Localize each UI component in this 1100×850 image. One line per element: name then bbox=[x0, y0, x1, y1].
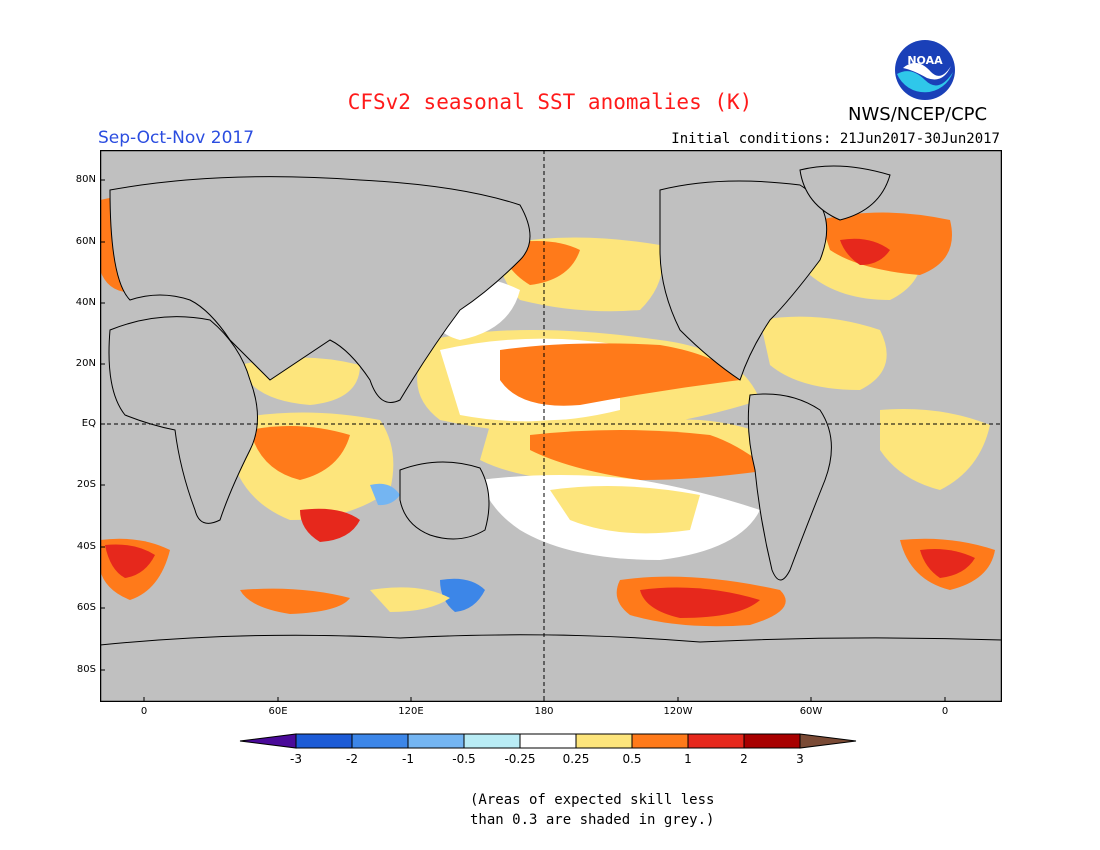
lat-tick-label: 60N bbox=[75, 236, 96, 247]
legend-label: 3 bbox=[796, 752, 804, 766]
lat-tick-label: 20N bbox=[75, 358, 96, 369]
lat-tick-label: 80S bbox=[76, 664, 96, 675]
agency-label: NWS/NCEP/CPC bbox=[848, 104, 988, 125]
legend-label: 0.25 bbox=[563, 752, 590, 766]
legend-label: -0.25 bbox=[504, 752, 535, 766]
legend-swatch bbox=[687, 733, 745, 749]
skill-note-line1: (Areas of expected skill less bbox=[470, 792, 715, 808]
lon-tick-label: 180 bbox=[534, 706, 554, 717]
season-label: Sep-Oct-Nov 2017 bbox=[98, 128, 255, 148]
legend-arrow-low bbox=[239, 733, 297, 749]
legend-arrow-high bbox=[799, 733, 857, 749]
skill-note-line2: than 0.3 are shaded in grey.) bbox=[470, 812, 715, 828]
lon-tick-label: 0 bbox=[140, 706, 148, 717]
lat-tick-label: 40N bbox=[75, 297, 96, 308]
legend-swatch bbox=[519, 733, 577, 749]
noaa-logo: NOAA bbox=[895, 40, 955, 100]
lon-tick-label: 60W bbox=[799, 706, 823, 717]
legend-swatch bbox=[631, 733, 689, 749]
lon-tick-label: 120E bbox=[398, 706, 424, 717]
legend-label: 0.5 bbox=[622, 752, 641, 766]
lat-tick-label: 40S bbox=[76, 541, 96, 552]
legend-swatch bbox=[295, 733, 353, 749]
legend-label: 2 bbox=[740, 752, 748, 766]
color-legend: -3 -2 -1 -0.5 -0.25 0.25 0.5 1 2 3 bbox=[239, 733, 857, 766]
legend-label: -1 bbox=[402, 752, 414, 766]
logo-text: NOAA bbox=[907, 54, 943, 67]
legend-swatch bbox=[743, 733, 801, 749]
map-border bbox=[100, 150, 1002, 702]
map-ticks bbox=[100, 179, 946, 702]
legend-swatch bbox=[351, 733, 409, 749]
chart-title: CFSv2 seasonal SST anomalies (K) bbox=[347, 90, 753, 114]
lon-tick-label: 60E bbox=[268, 706, 288, 717]
skill-note: (Areas of expected skill less than 0.3 a… bbox=[470, 790, 730, 830]
sst-anomaly-map bbox=[100, 150, 1002, 702]
lat-tick-label: 80N bbox=[75, 174, 96, 185]
initial-conditions-label: Initial conditions: 21Jun2017-30Jun2017 bbox=[671, 131, 1000, 147]
lon-tick-label: 120W bbox=[663, 706, 693, 717]
legend-swatch bbox=[575, 733, 633, 749]
legend-label: -3 bbox=[290, 752, 302, 766]
legend-label: -2 bbox=[346, 752, 358, 766]
legend-label: 1 bbox=[684, 752, 692, 766]
landmasses bbox=[100, 165, 1002, 702]
lat-tick-label: 60S bbox=[76, 602, 96, 613]
legend-swatch bbox=[407, 733, 465, 749]
legend-label: -0.5 bbox=[452, 752, 475, 766]
lat-tick-label: EQ bbox=[81, 418, 96, 429]
lat-tick-label: 20S bbox=[76, 479, 96, 490]
legend-swatch bbox=[463, 733, 521, 749]
lon-tick-label: 0 bbox=[941, 706, 949, 717]
